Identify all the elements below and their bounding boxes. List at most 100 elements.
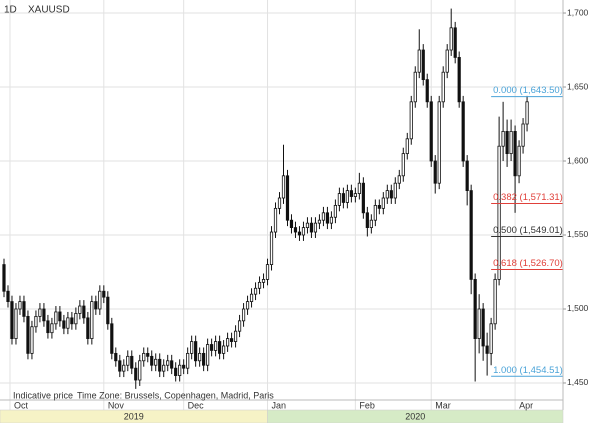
fib-label: 0.618 (1,526.70) bbox=[493, 258, 563, 269]
x-tick-label: Jan bbox=[272, 400, 287, 410]
x-tick-label: Dec bbox=[188, 400, 205, 410]
candle-body bbox=[186, 352, 190, 369]
candle-body bbox=[62, 320, 66, 329]
candle-body bbox=[10, 301, 14, 339]
candle-body bbox=[122, 364, 126, 372]
candle-body bbox=[457, 57, 461, 103]
candle-body bbox=[18, 301, 22, 310]
candle-body bbox=[46, 320, 50, 334]
candle-body bbox=[54, 311, 58, 325]
candle-body bbox=[154, 358, 158, 366]
fib-label: 0.500 (1,549.01) bbox=[493, 225, 563, 236]
candle-body bbox=[313, 222, 318, 233]
candle-body bbox=[6, 290, 10, 302]
candle-body bbox=[477, 308, 481, 339]
candle-body bbox=[22, 301, 26, 317]
candle-body bbox=[481, 308, 485, 347]
candle-body bbox=[90, 301, 94, 339]
candle-body bbox=[66, 317, 70, 329]
candle-body bbox=[417, 49, 421, 73]
candle-body bbox=[473, 278, 477, 339]
y-tick-label: 1,550 bbox=[567, 229, 589, 239]
x-tick-label: Nov bbox=[108, 400, 125, 410]
y-tick-label: 1,450 bbox=[567, 377, 589, 387]
year-label: 2020 bbox=[405, 411, 425, 421]
candle-body bbox=[114, 352, 118, 362]
candle-body bbox=[385, 190, 389, 199]
candle-body bbox=[2, 264, 6, 292]
candle-body bbox=[106, 296, 110, 325]
x-tick-label: Feb bbox=[359, 400, 375, 410]
candle-body bbox=[214, 341, 218, 351]
candle-body bbox=[150, 355, 154, 366]
candle-body bbox=[174, 367, 178, 376]
candle-body bbox=[222, 345, 226, 354]
candle-body bbox=[158, 358, 162, 372]
candle-body bbox=[269, 231, 274, 265]
candle-body bbox=[429, 101, 433, 162]
timezone: Time Zone: Brussels, Copenhagen, Madrid,… bbox=[77, 390, 274, 400]
candle-body bbox=[353, 193, 357, 197]
candle-body bbox=[241, 308, 246, 322]
y-tick-label: 1,700 bbox=[567, 7, 589, 17]
candle-body bbox=[130, 355, 134, 369]
note: Indicative price bbox=[13, 390, 73, 400]
candle-body bbox=[82, 305, 86, 319]
candle-body bbox=[357, 182, 361, 194]
candle-body bbox=[142, 352, 146, 362]
candle-body bbox=[237, 320, 242, 332]
candle-body bbox=[210, 344, 214, 351]
candle-body bbox=[218, 341, 222, 354]
candle-body bbox=[277, 197, 282, 209]
candle-body bbox=[74, 313, 78, 325]
candle-body bbox=[126, 355, 130, 366]
candle-body bbox=[421, 49, 425, 81]
candle-body bbox=[521, 123, 525, 147]
candle-body bbox=[225, 338, 230, 347]
candle-body bbox=[98, 290, 102, 310]
candle-body bbox=[469, 190, 473, 280]
candle-body bbox=[166, 360, 170, 366]
candle-body bbox=[337, 193, 341, 206]
candle-body bbox=[305, 222, 310, 228]
candle-body bbox=[293, 227, 298, 233]
candle-body bbox=[38, 308, 42, 317]
axes bbox=[0, 0, 564, 410]
candle-body bbox=[26, 315, 30, 354]
candle-body bbox=[14, 308, 18, 339]
candle-body bbox=[58, 311, 62, 322]
candle-body bbox=[493, 278, 497, 325]
candle-body bbox=[437, 101, 441, 184]
candle-body bbox=[198, 352, 202, 362]
candle-body bbox=[405, 138, 409, 155]
candle-body bbox=[453, 27, 457, 58]
candle-body bbox=[202, 352, 206, 366]
candle-body bbox=[361, 182, 365, 214]
year-label: 2019 bbox=[124, 411, 144, 421]
candle-body bbox=[449, 27, 453, 51]
candle-body bbox=[78, 305, 82, 314]
candle-body bbox=[517, 145, 521, 177]
candle-body bbox=[485, 345, 489, 354]
y-tick-label: 1,650 bbox=[567, 81, 589, 91]
candle-body bbox=[333, 205, 338, 218]
candle-body bbox=[178, 364, 182, 376]
candle-body bbox=[146, 352, 150, 357]
candle-body bbox=[285, 175, 290, 221]
candle-body bbox=[30, 326, 34, 354]
candle-body bbox=[525, 101, 529, 125]
fib-label: 0.000 (1,643.50) bbox=[493, 85, 563, 96]
candle-body bbox=[349, 190, 353, 197]
candle-body bbox=[162, 364, 166, 372]
candle-body bbox=[301, 227, 306, 236]
candle-body bbox=[381, 197, 385, 209]
candle-body bbox=[257, 281, 262, 289]
candle-body bbox=[138, 360, 142, 381]
candle-body bbox=[461, 101, 465, 162]
candle-body bbox=[261, 278, 266, 283]
candle-body bbox=[509, 131, 513, 155]
candle-body bbox=[233, 330, 238, 342]
candles bbox=[2, 8, 529, 389]
